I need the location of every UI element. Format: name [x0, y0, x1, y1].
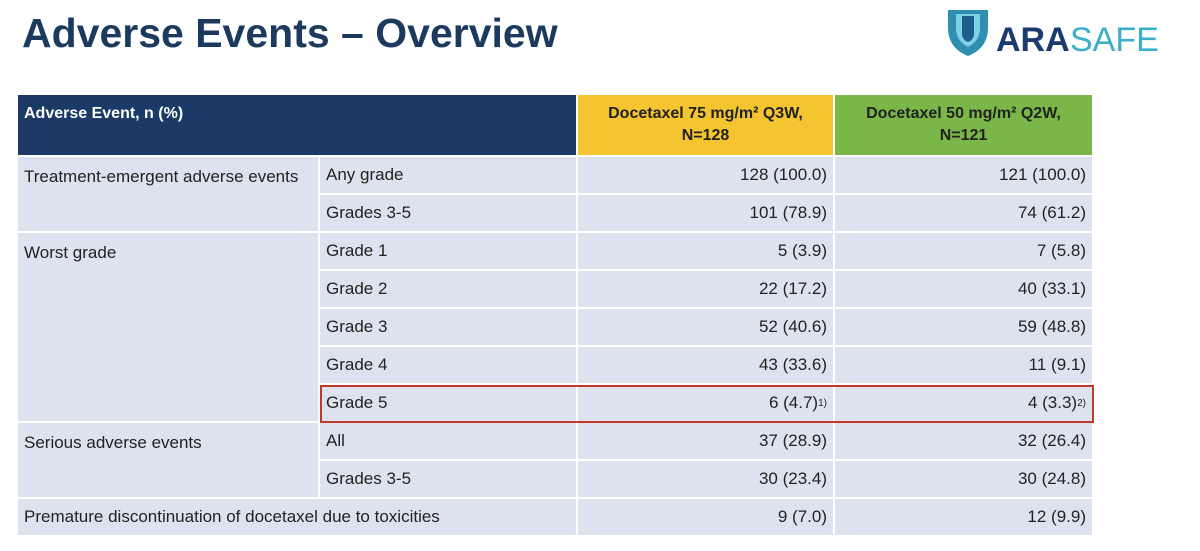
- value: 4 (3.3): [1027, 393, 1078, 412]
- header-cell: Docetaxel 75 mg/m² Q3W, N=128: [578, 95, 835, 157]
- value: 74 (61.2): [1017, 203, 1086, 222]
- value: 11 (9.1): [1028, 355, 1086, 374]
- row-label: All: [320, 423, 578, 461]
- table: Adverse Event, n (%) Docetaxel 75 mg/m² Q…: [18, 95, 1094, 540]
- value-cell: 37 (28.9): [578, 423, 835, 461]
- value: 5 (3.9): [777, 241, 827, 260]
- header-cell: Docetaxel 50 mg/m² Q2W, N=121: [835, 95, 1094, 157]
- value: 52 (40.6): [758, 317, 827, 336]
- header-line: N=121: [939, 127, 988, 144]
- value-cell: 43 (33.6): [578, 347, 835, 385]
- footnote-ref: 2): [1077, 397, 1086, 409]
- header-text: Adverse Event, n (%): [24, 103, 183, 125]
- value-cell: 22 (17.2): [578, 271, 835, 309]
- logo: ARA SAFE: [948, 10, 1159, 59]
- value: 128 (100.0): [740, 165, 827, 184]
- value-cell: 101 (78.9): [578, 195, 835, 233]
- value: 22 (17.2): [758, 279, 827, 298]
- header-line: Docetaxel 75 mg/m² Q3W,: [608, 105, 803, 122]
- logo-text: ARA: [996, 21, 1070, 59]
- value: 121 (100.0): [999, 165, 1086, 184]
- value: 43 (33.6): [758, 355, 827, 374]
- group-label: Treatment-emergent adverse events: [18, 157, 320, 233]
- group-label: Worst grade: [18, 233, 320, 423]
- value: 101 (78.9): [749, 203, 828, 222]
- row-label: Grade 5: [320, 385, 578, 423]
- header-line: Docetaxel 50 mg/m² Q2W,: [866, 105, 1061, 122]
- value-cell: 12 (9.9): [835, 499, 1094, 537]
- group-label: Serious adverse events: [18, 423, 320, 499]
- value-cell: 11 (9.1): [835, 347, 1094, 385]
- value-cell: 121 (100.0): [835, 157, 1094, 195]
- slide-title: Adverse Events – Overview: [22, 10, 558, 56]
- row-label: Grades 3-5: [320, 195, 578, 233]
- value: 40 (33.1): [1017, 279, 1086, 298]
- value-cell: 59 (48.8): [835, 309, 1094, 347]
- value: 12 (9.9): [1027, 507, 1086, 526]
- row-label: Any grade: [320, 157, 578, 195]
- header-line: N=128: [681, 127, 730, 144]
- value-cell: 128 (100.0): [578, 157, 835, 195]
- value: 7 (5.8): [1036, 241, 1086, 260]
- value-cell: 9 (7.0): [578, 499, 835, 537]
- value: 37 (28.9): [758, 431, 827, 450]
- header-text: Docetaxel 75 mg/m² Q3W, N=128: [608, 103, 803, 147]
- value-cell: 74 (61.2): [835, 195, 1094, 233]
- value-cell: 7 (5.8): [835, 233, 1094, 271]
- value-cell: 32 (26.4): [835, 423, 1094, 461]
- logo-text: SAFE: [1070, 21, 1159, 59]
- group-label: Premature discontinuation of docetaxel d…: [18, 499, 578, 537]
- header-cell: Adverse Event, n (%): [18, 95, 578, 157]
- footnote-ref: 1): [818, 397, 827, 409]
- value: 30 (23.4): [758, 469, 827, 488]
- value-cell: 4 (3.3) 2): [835, 385, 1094, 423]
- value: 59 (48.8): [1017, 317, 1086, 336]
- value: 9 (7.0): [777, 507, 827, 526]
- value-cell: 30 (23.4): [578, 461, 835, 499]
- row-label: Grade 3: [320, 309, 578, 347]
- row-label: Grade 2: [320, 271, 578, 309]
- value: 30 (24.8): [1017, 469, 1086, 488]
- value: 6 (4.7): [768, 393, 819, 412]
- header-text: Docetaxel 50 mg/m² Q2W, N=121: [866, 103, 1061, 147]
- value: 32 (26.4): [1017, 431, 1086, 450]
- value-cell: 40 (33.1): [835, 271, 1094, 309]
- row-label: Grades 3-5: [320, 461, 578, 499]
- value-cell: 30 (24.8): [835, 461, 1094, 499]
- row-label: Grade 4: [320, 347, 578, 385]
- highlight-box: [320, 385, 1094, 423]
- value-cell: 5 (3.9): [578, 233, 835, 271]
- value-cell: 52 (40.6): [578, 309, 835, 347]
- row-label: Grade 1: [320, 233, 578, 271]
- header-line: Adverse Event, n (%): [24, 105, 184, 122]
